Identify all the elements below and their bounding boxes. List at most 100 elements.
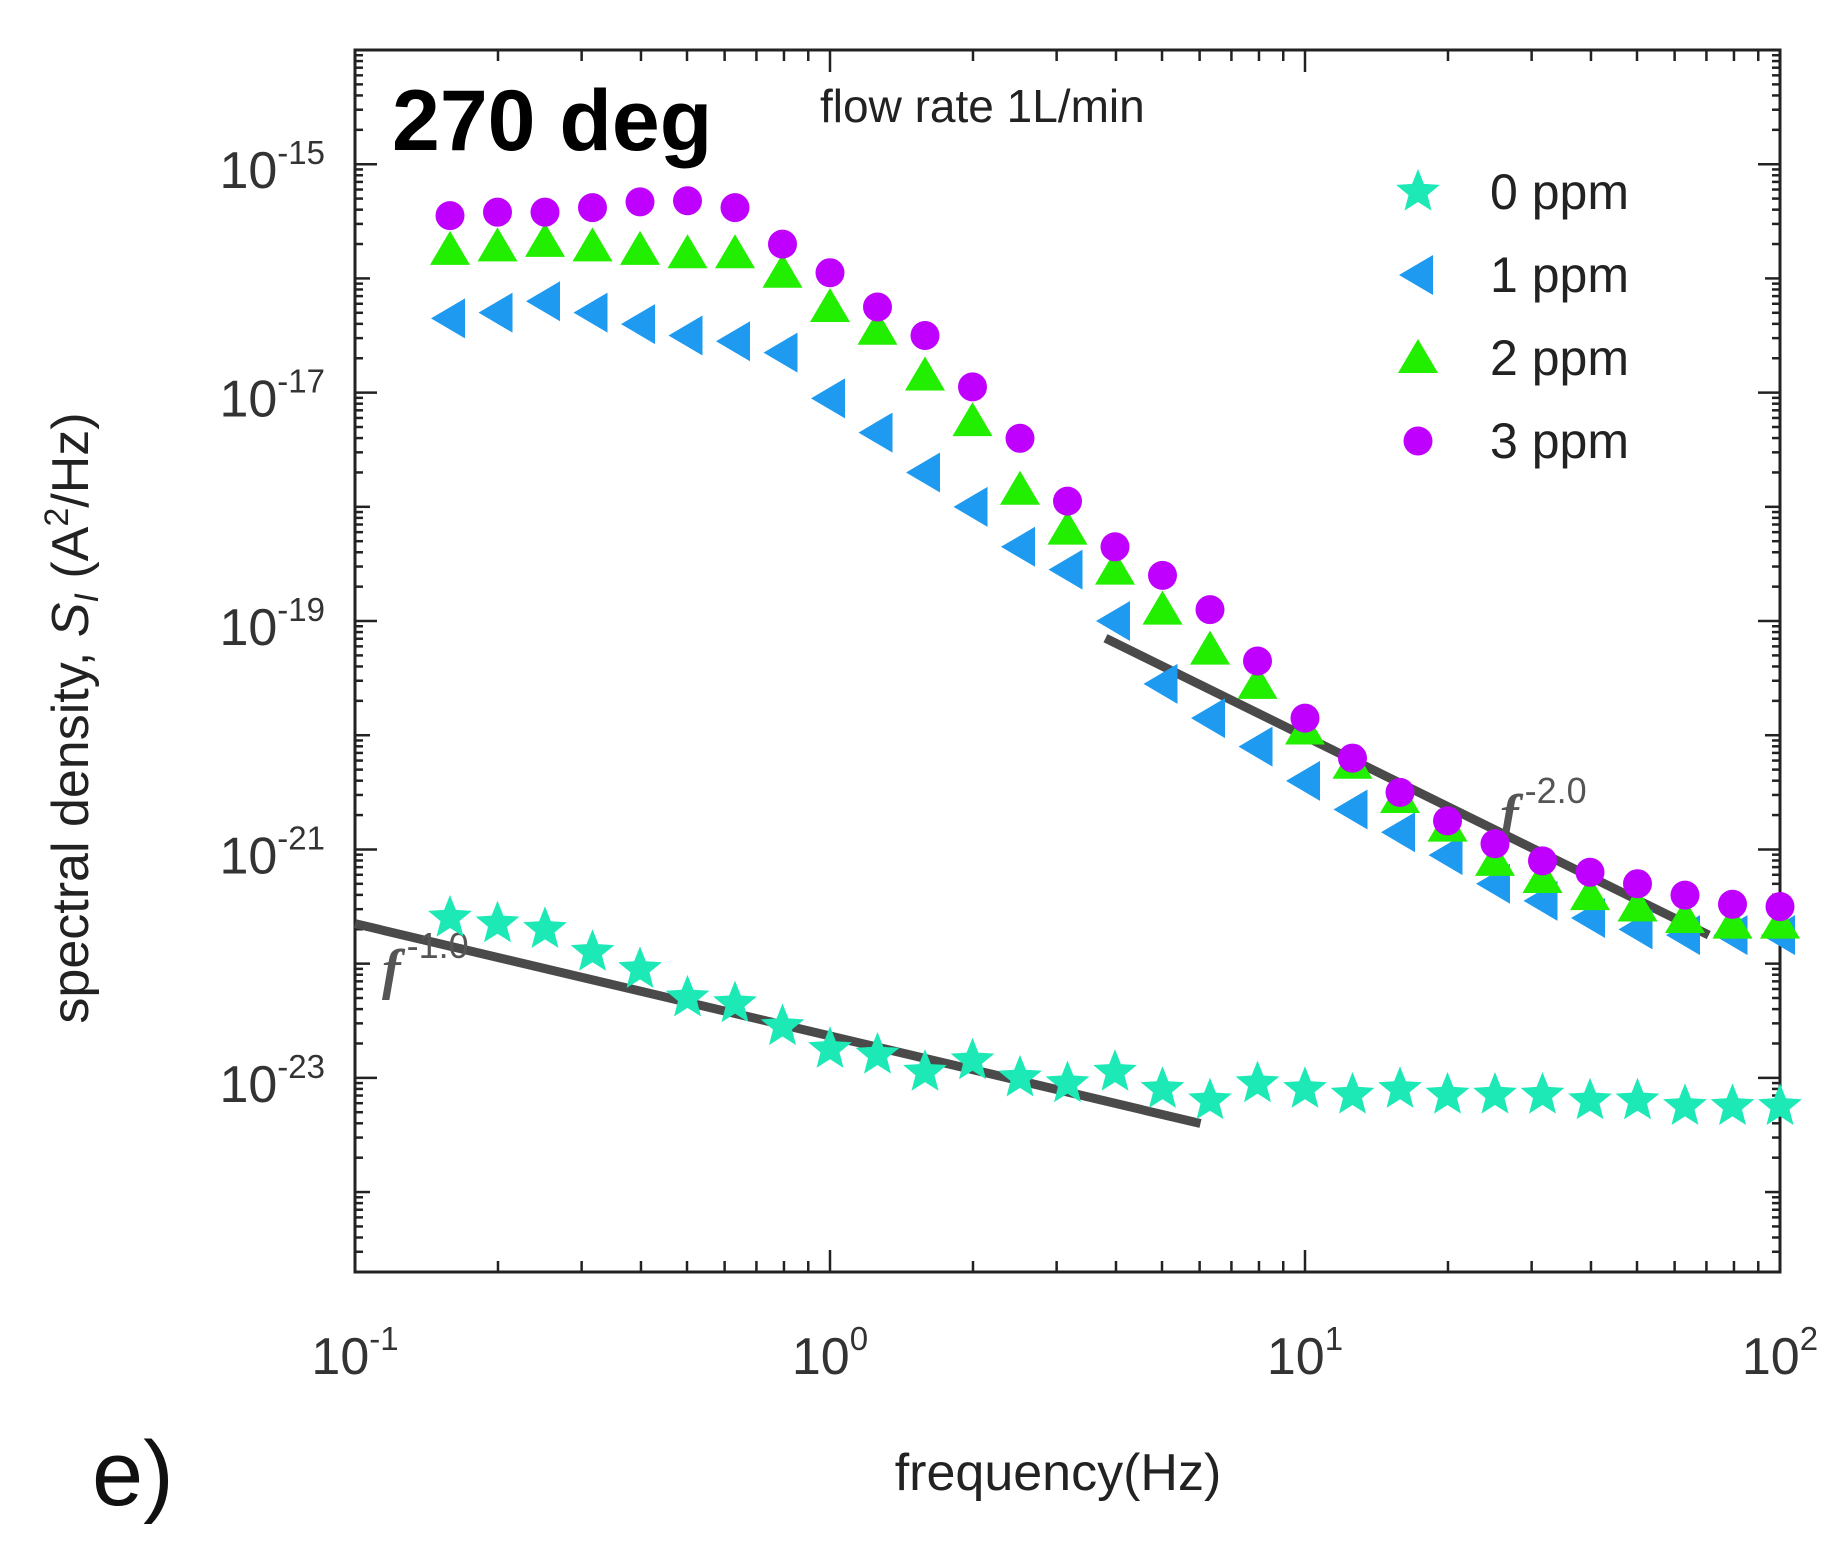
data-point	[1286, 760, 1320, 801]
data-point	[1191, 698, 1225, 739]
data-points	[428, 186, 1802, 1125]
y-tick-label-exponent: -21	[277, 819, 325, 856]
legend-marker	[1403, 426, 1433, 456]
data-point	[1290, 703, 1320, 733]
x-tick-label-exponent: 2	[1800, 1320, 1818, 1357]
data-point	[1433, 806, 1462, 836]
data-point	[1473, 1072, 1517, 1114]
data-point	[716, 321, 750, 362]
x-tick-label-base: 10	[792, 1328, 850, 1386]
data-point	[1148, 560, 1177, 590]
data-point	[1615, 1077, 1660, 1120]
y-axis-label-subscript: I	[68, 593, 106, 603]
x-tick-label-exponent: -1	[369, 1320, 398, 1357]
data-point	[1053, 486, 1082, 516]
data-point	[478, 292, 513, 333]
chart-subtitle: flow rate 1L/min	[820, 80, 1145, 132]
data-point	[1001, 526, 1035, 567]
data-point	[1718, 889, 1747, 919]
data-point	[958, 372, 987, 402]
legend-label: 2 ppm	[1490, 330, 1629, 386]
x-tick-label-base: 10	[311, 1328, 369, 1386]
legend-marker	[1398, 339, 1438, 373]
data-point	[1283, 1066, 1327, 1108]
data-point	[952, 402, 993, 437]
data-point	[1143, 663, 1178, 704]
data-point	[1670, 880, 1700, 910]
data-point	[863, 292, 892, 322]
data-point	[1100, 532, 1130, 562]
data-point	[1568, 1077, 1612, 1120]
y-tick-label-base: 10	[219, 142, 277, 200]
data-point	[858, 412, 893, 453]
data-point	[811, 378, 845, 419]
data-point	[1575, 857, 1605, 887]
data-point	[570, 929, 615, 971]
data-point	[526, 281, 560, 322]
y-axis-label-open: (A	[42, 526, 100, 593]
y-tick-label-exponent: -15	[277, 134, 325, 171]
data-point	[1378, 1066, 1422, 1108]
data-point	[1047, 510, 1088, 545]
x-tick-label-base: 10	[1267, 1328, 1325, 1386]
legend: 0 ppm 1 ppm 2 ppm 3 ppm	[1396, 164, 1629, 469]
data-point	[1385, 777, 1415, 807]
data-point	[1142, 590, 1183, 625]
data-point	[953, 486, 988, 527]
data-point	[1428, 835, 1463, 876]
data-point	[1663, 1083, 1707, 1125]
legend-marker	[1399, 255, 1433, 295]
data-point	[1093, 1049, 1137, 1091]
data-point	[905, 356, 945, 391]
data-point	[673, 186, 702, 216]
series-2-ppm	[430, 222, 1800, 939]
plot-frame	[353, 48, 1782, 1274]
x-tick-label: 102	[1742, 1320, 1818, 1386]
data-point	[763, 332, 798, 373]
data-point	[1238, 726, 1273, 767]
data-point	[1425, 1072, 1470, 1114]
x-tick-label-base: 10	[1742, 1328, 1800, 1386]
slope-label: f -1.0	[382, 925, 469, 1001]
y-tick-label-exponent: -19	[277, 591, 325, 628]
data-point	[1333, 789, 1368, 830]
data-point	[1712, 904, 1753, 939]
data-point	[1665, 898, 1705, 933]
data-point	[525, 222, 565, 257]
y-axis-label-superscript: 2	[38, 508, 76, 527]
data-point	[1758, 1083, 1802, 1125]
data-point	[668, 315, 703, 356]
data-point	[477, 227, 518, 262]
data-point	[572, 227, 613, 262]
data-point	[1195, 595, 1225, 625]
legend-label: 0 ppm	[1490, 164, 1629, 220]
data-point	[1045, 1060, 1090, 1103]
data-point	[1760, 904, 1800, 939]
data-point	[1338, 743, 1367, 773]
data-point	[903, 1049, 947, 1091]
y-tick-label-base: 10	[219, 599, 277, 657]
data-point	[1475, 841, 1515, 876]
data-point	[1528, 846, 1557, 876]
slope-label-exponent: -2.0	[1525, 770, 1587, 811]
data-point	[1140, 1066, 1185, 1108]
data-point	[430, 230, 470, 265]
data-point	[1520, 1072, 1565, 1114]
data-point	[762, 253, 803, 288]
data-point	[808, 1026, 852, 1068]
data-point	[1005, 423, 1035, 453]
y-axis-label: spectral density, SI (A2/Hz)	[38, 412, 106, 1023]
data-point	[625, 187, 655, 217]
data-point	[1480, 829, 1510, 859]
data-point	[1237, 664, 1278, 699]
data-point	[950, 1037, 995, 1080]
y-axis-label-symbol: S	[42, 602, 100, 637]
data-point	[483, 197, 512, 227]
data-point	[1095, 550, 1135, 585]
x-tick-label-exponent: 0	[850, 1320, 868, 1357]
series-3-ppm	[435, 186, 1795, 922]
data-point	[1243, 646, 1272, 676]
data-point	[815, 258, 845, 288]
data-point	[1330, 1072, 1375, 1114]
